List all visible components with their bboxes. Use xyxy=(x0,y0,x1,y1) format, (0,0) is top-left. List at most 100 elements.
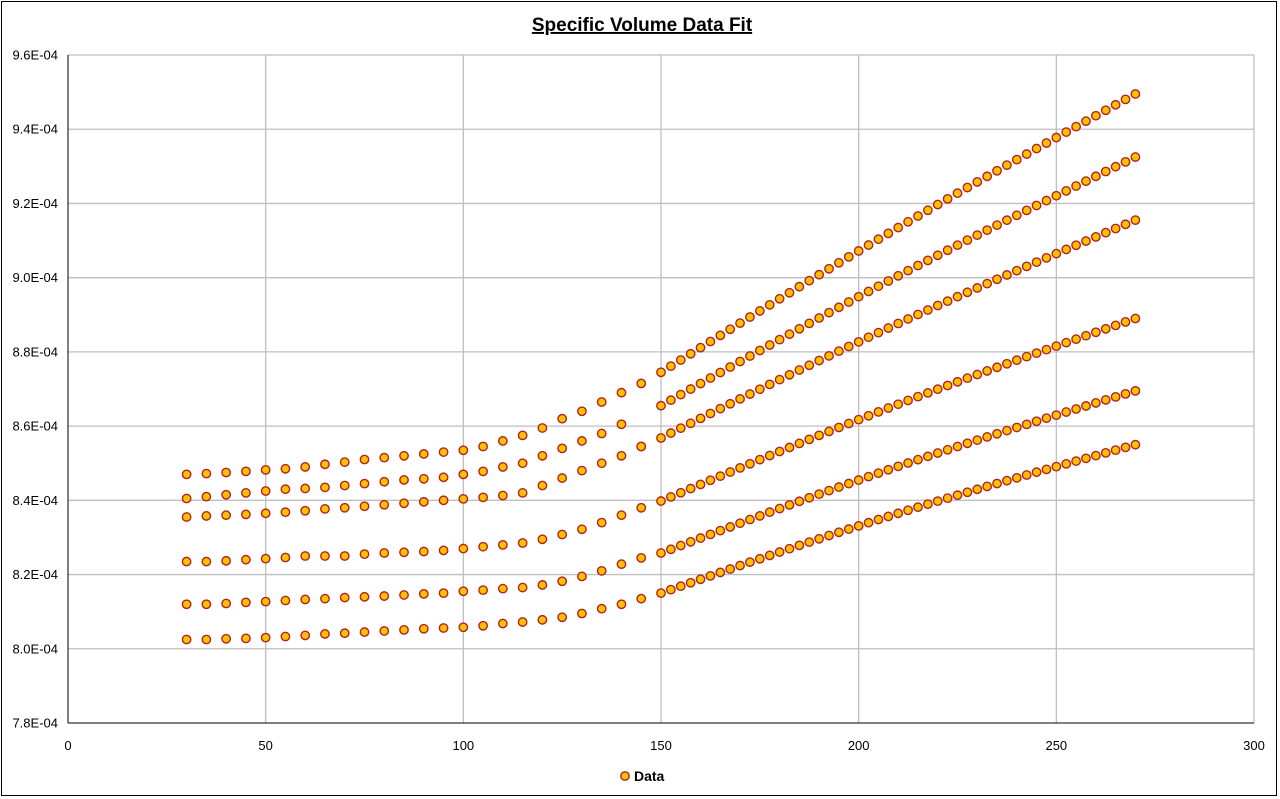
data-point xyxy=(745,351,755,361)
data-point xyxy=(201,511,212,521)
data-point xyxy=(893,222,904,233)
data-point xyxy=(497,539,508,550)
data-point xyxy=(399,450,409,461)
data-point xyxy=(418,588,429,599)
data-point xyxy=(1061,244,1072,255)
data-point xyxy=(764,379,775,390)
data-point xyxy=(379,476,390,487)
data-point xyxy=(1041,413,1052,424)
data-point xyxy=(794,365,805,375)
data-point xyxy=(517,582,528,593)
data-point xyxy=(853,475,864,485)
data-point xyxy=(438,623,449,633)
data-point xyxy=(675,540,686,551)
data-point xyxy=(932,199,943,210)
data-point xyxy=(903,216,913,227)
data-point xyxy=(359,478,370,489)
data-point xyxy=(1002,270,1012,280)
data-point xyxy=(1090,231,1101,242)
data-point xyxy=(1100,105,1111,116)
data-point xyxy=(1100,166,1111,177)
data-point xyxy=(240,597,251,608)
data-point xyxy=(517,538,528,548)
data-point xyxy=(240,488,251,498)
data-point xyxy=(1021,205,1032,216)
data-point xyxy=(1090,171,1101,182)
data-point xyxy=(695,342,706,353)
data-point xyxy=(399,624,409,635)
data-point xyxy=(883,511,894,522)
data-point xyxy=(1051,410,1062,421)
data-point xyxy=(636,593,647,604)
data-point xyxy=(320,482,330,493)
legend-marker xyxy=(620,771,630,781)
data-point xyxy=(982,278,993,289)
data-point xyxy=(942,296,953,307)
data-point xyxy=(942,444,953,455)
data-point xyxy=(320,503,330,514)
data-point xyxy=(359,627,370,637)
data-point xyxy=(221,633,232,644)
data-point xyxy=(715,567,726,578)
data-point xyxy=(399,475,409,485)
data-point xyxy=(764,507,775,518)
data-point xyxy=(577,436,587,446)
data-point xyxy=(1110,391,1121,402)
data-point xyxy=(992,274,1002,285)
data-point xyxy=(280,631,291,642)
data-point xyxy=(240,509,251,520)
data-point xyxy=(557,612,568,623)
data-point xyxy=(715,525,726,536)
data-point xyxy=(1002,425,1012,436)
data-point xyxy=(863,517,874,528)
data-point xyxy=(883,323,894,333)
data-point xyxy=(853,291,864,302)
data-point xyxy=(863,240,874,250)
data-point xyxy=(804,434,815,445)
data-point xyxy=(784,287,795,298)
data-point xyxy=(913,260,923,271)
data-point xyxy=(537,480,548,491)
data-point xyxy=(972,177,983,187)
data-point xyxy=(260,465,271,475)
data-point xyxy=(497,462,508,472)
data-point xyxy=(764,340,775,350)
data-point xyxy=(982,432,993,442)
data-point xyxy=(339,551,350,561)
data-point xyxy=(557,576,568,587)
data-point xyxy=(260,596,271,607)
data-point xyxy=(705,408,716,419)
data-point xyxy=(804,275,815,286)
data-point xyxy=(557,529,568,540)
data-point xyxy=(1011,154,1022,165)
data-point xyxy=(932,448,943,458)
data-point xyxy=(1011,265,1022,276)
data-point xyxy=(784,543,795,554)
data-point xyxy=(458,586,469,597)
data-point xyxy=(893,318,904,329)
data-point xyxy=(458,445,469,456)
data-point xyxy=(1061,185,1072,196)
data-point xyxy=(1081,116,1091,127)
data-point xyxy=(992,220,1002,231)
data-point xyxy=(181,634,192,645)
data-point xyxy=(300,594,311,605)
data-point xyxy=(754,345,765,356)
data-point xyxy=(478,441,488,452)
data-point xyxy=(616,387,627,398)
data-point xyxy=(1051,132,1062,143)
data-point xyxy=(656,433,666,443)
data-point xyxy=(834,482,844,492)
data-point xyxy=(774,334,785,345)
data-point xyxy=(913,211,923,221)
data-point xyxy=(379,452,390,463)
data-point xyxy=(745,389,755,399)
data-point xyxy=(962,235,973,246)
data-point xyxy=(320,593,330,604)
data-point xyxy=(982,171,993,182)
data-points xyxy=(181,89,1141,645)
data-point xyxy=(735,393,745,404)
data-point xyxy=(1021,149,1032,159)
data-point xyxy=(181,556,192,567)
data-point xyxy=(754,553,765,564)
